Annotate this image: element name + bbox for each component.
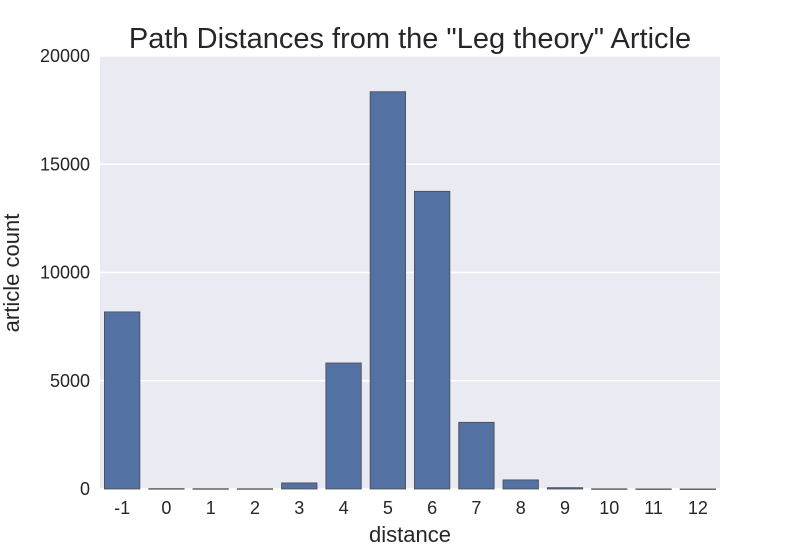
bar-6	[414, 190, 451, 490]
x-tick-label: 10	[599, 498, 619, 518]
x-axis-label: distance	[369, 522, 451, 547]
x-tick-label: 5	[383, 498, 393, 518]
bar-5	[369, 91, 406, 490]
x-tick-label: 0	[161, 498, 171, 518]
bar-4	[325, 362, 362, 490]
chart-title: Path Distances from the "Leg theory" Art…	[129, 23, 691, 55]
x-tick-label: 2	[250, 498, 260, 518]
y-tick-label: 0	[80, 479, 90, 499]
x-axis-ticks: -1 0 1 2 3 4 5 6 7 8 9 10 11 12	[114, 498, 708, 518]
y-tick-label: 10000	[40, 263, 90, 283]
bar-1	[192, 488, 229, 490]
bar-3	[281, 482, 318, 490]
x-tick-label: 11	[644, 498, 663, 518]
bars	[104, 91, 716, 490]
y-axis-label: article count	[0, 214, 24, 333]
bar-2	[236, 488, 274, 490]
bar-11	[635, 488, 672, 490]
x-tick-label: 7	[471, 498, 481, 518]
y-tick-label: 15000	[40, 154, 90, 174]
x-tick-label: 12	[688, 498, 708, 518]
x-tick-label: 1	[206, 498, 216, 518]
bar-9	[546, 487, 584, 490]
y-tick-label: 20000	[40, 46, 90, 66]
bar--1	[104, 311, 141, 490]
y-tick-label: 5000	[50, 371, 90, 391]
x-tick-label: 9	[560, 498, 570, 518]
bar-8	[502, 479, 539, 490]
bar-12	[679, 488, 716, 490]
x-tick-label: 6	[427, 498, 437, 518]
y-axis-ticks: 0 5000 10000 15000 20000	[40, 46, 90, 499]
bar-7	[458, 421, 495, 490]
x-tick-label: -1	[114, 498, 130, 518]
x-tick-label: 4	[339, 498, 349, 518]
x-tick-label: 8	[516, 498, 526, 518]
bar-10	[591, 488, 628, 490]
bar-0	[148, 488, 185, 490]
x-tick-label: 3	[294, 498, 304, 518]
